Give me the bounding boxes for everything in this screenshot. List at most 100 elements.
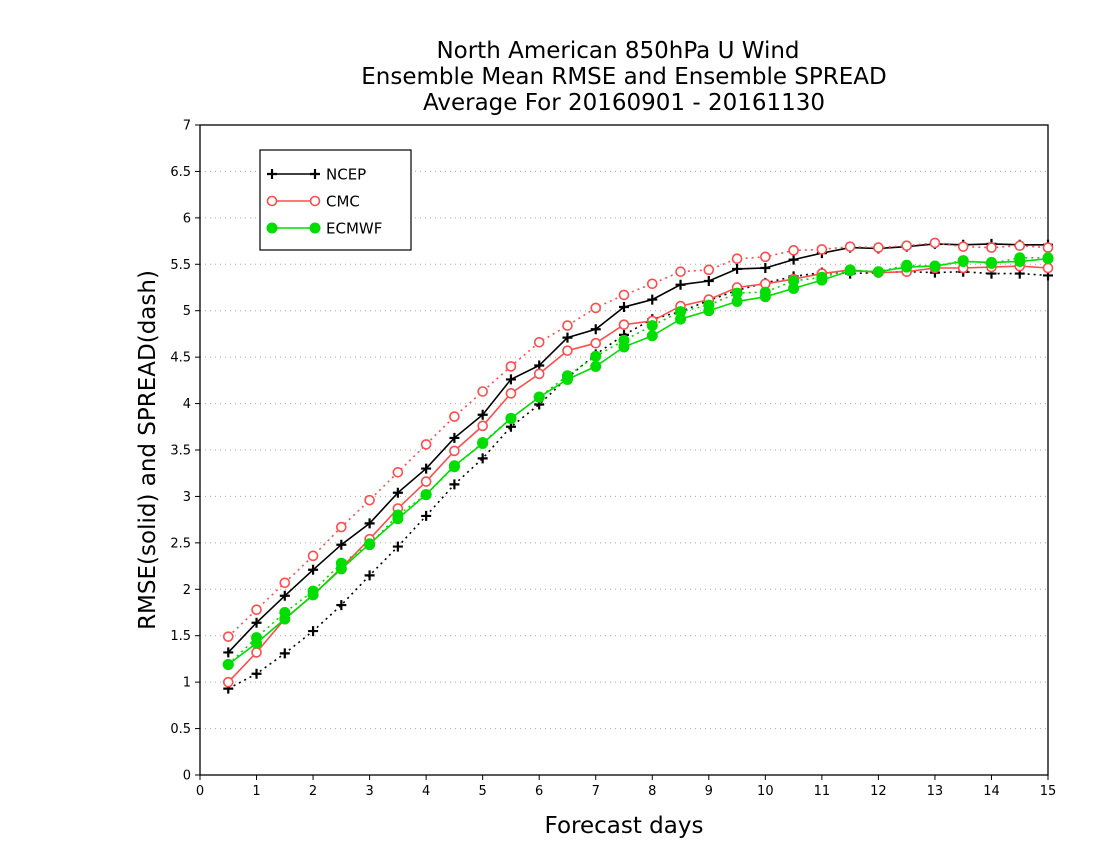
- cmc-rmse-point: [477, 420, 488, 432]
- y-tick-label: 3.5: [170, 444, 191, 459]
- x-axis-label: Forecast days: [545, 813, 704, 839]
- legend-label-ncep: NCEP: [326, 166, 366, 184]
- ncep-rmse-point: [364, 518, 375, 529]
- ncep-rmse-point: [590, 324, 601, 335]
- ecmwf-rmse-point: [307, 589, 319, 601]
- y-tick-label: 1.5: [170, 629, 191, 644]
- ecmwf-rmse-point: [590, 360, 602, 372]
- y-tick-label: 0.5: [170, 722, 191, 737]
- cmc-rmse-point: [562, 345, 573, 356]
- ncep-rmse-point: [336, 539, 347, 550]
- ecmwf-rmse-point: [477, 438, 489, 449]
- cmc-spread-point: [477, 386, 488, 397]
- cmc-spread-point: [986, 242, 997, 253]
- ncep-rmse-point: [505, 374, 516, 385]
- cmc-spread-point: [251, 604, 262, 616]
- gridlines: [200, 170, 1048, 730]
- cmc-spread-point: [1042, 242, 1054, 253]
- cmc-spread-point: [533, 336, 545, 348]
- ecmwf-rmse-point: [788, 282, 800, 294]
- ncep-rmse-point: [788, 254, 799, 265]
- ecmwf-rmse-point: [675, 313, 687, 325]
- cmc-rmse-line: [227, 265, 1049, 683]
- cmc-spread-point: [449, 411, 460, 422]
- cmc-spread-point: [760, 251, 771, 263]
- ecmwf-rmse-point: [646, 330, 658, 342]
- ecmwf-rmse-point: [901, 261, 913, 273]
- legend-label-cmc: CMC: [326, 193, 360, 211]
- cmc-rmse-point: [1042, 262, 1054, 274]
- ecmwf-rmse-point: [872, 266, 884, 278]
- cmc-spread-point: [590, 302, 602, 314]
- x-axis-ticks: 0 1 2 3 4 5 6 7 8 9 10 11 12 13 14 15: [196, 775, 1056, 799]
- cmc-spread-point: [929, 237, 941, 249]
- cmc-rmse-point: [618, 319, 630, 330]
- ncep-series: [223, 238, 1053, 694]
- ecmwf-rmse-point: [957, 256, 969, 267]
- ncep-spread-point: [421, 510, 432, 521]
- y-axis-ticks: 0 0.5 1 1.5 2 2.5 3 3.5 4 4.5 5 5.5 6 6.5 7: [170, 119, 200, 784]
- x-tick-label: 0: [196, 784, 204, 799]
- ncep-rmse-point: [732, 263, 743, 274]
- ncep-spread-point: [364, 570, 375, 581]
- y-tick-label: 3: [183, 490, 191, 505]
- legend-marker: [266, 195, 278, 207]
- y-tick-label: 5.5: [170, 258, 191, 273]
- ncep-rmse-point: [392, 487, 403, 498]
- ncep-rmse-point: [477, 409, 488, 420]
- ecmwf-rmse-point: [420, 489, 432, 501]
- cmc-spread-point: [703, 264, 715, 276]
- cmc-spread-point: [731, 253, 743, 265]
- cmc-spread-point: [646, 278, 658, 290]
- x-tick-label: 13: [927, 784, 944, 799]
- cmc-series: [222, 237, 1054, 688]
- title-line-2: Ensemble Mean RMSE and Ensemble SPREAD: [361, 64, 886, 90]
- cmc-spread-point: [844, 241, 856, 252]
- ncep-spread-line: [227, 270, 1049, 690]
- ncep-rmse-point: [421, 463, 432, 474]
- y-tick-label: 7: [183, 119, 191, 134]
- title-line-1: North American 850hPa U Wind: [436, 38, 799, 64]
- cmc-rmse-point: [533, 368, 545, 380]
- cmc-spread-point: [788, 245, 799, 256]
- ecmwf-rmse-point: [1042, 253, 1054, 265]
- ncep-spread-point: [308, 626, 319, 637]
- ecmwf-rmse-point: [392, 513, 404, 525]
- legend-box: [259, 149, 412, 251]
- y-tick-label: 6: [183, 211, 191, 226]
- ncep-rmse-point: [675, 279, 686, 290]
- y-tick-label: 0: [183, 769, 191, 784]
- cmc-spread-line: [227, 242, 1049, 638]
- cmc-rmse-point: [449, 445, 460, 457]
- ecmwf-spread-line: [227, 256, 1048, 666]
- ecmwf-rmse-point: [816, 274, 828, 286]
- ncep-rmse-point: [760, 263, 771, 273]
- ecmwf-rmse-point: [251, 637, 263, 649]
- x-tick-label: 5: [479, 784, 487, 799]
- ncep-rmse-point: [279, 590, 290, 601]
- ncep-spread-point: [336, 600, 347, 611]
- cmc-spread-point: [901, 240, 912, 252]
- x-tick-label: 10: [757, 784, 774, 799]
- legend-marker: [267, 169, 277, 179]
- y-tick-label: 1: [183, 676, 191, 691]
- cmc-rmse-point: [420, 476, 432, 487]
- ecmwf-rmse-point: [618, 341, 630, 353]
- x-tick-label: 11: [814, 784, 831, 799]
- cmc-rmse-point: [222, 676, 234, 688]
- series-layer: [222, 237, 1054, 694]
- cmc-spread-point: [420, 439, 432, 450]
- cmc-spread-point: [222, 631, 234, 642]
- ncep-rmse-point: [619, 302, 629, 312]
- legend-marker: [309, 222, 321, 234]
- ncep-rmse-point: [308, 564, 319, 575]
- cmc-spread-point: [816, 244, 828, 255]
- ncep-rmse-point: [562, 332, 573, 343]
- ecmwf-rmse-point: [985, 256, 997, 268]
- cmc-spread-point: [957, 241, 969, 252]
- cmc-spread-point: [505, 361, 517, 372]
- ecmwf-rmse-point: [335, 563, 347, 575]
- y-tick-label: 6.5: [170, 165, 191, 180]
- x-tick-label: 3: [365, 784, 373, 799]
- ncep-spread-point: [392, 541, 403, 552]
